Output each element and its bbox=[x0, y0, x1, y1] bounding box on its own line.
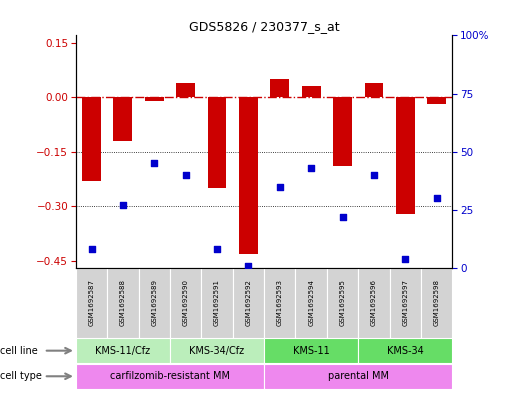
Text: GSM1692593: GSM1692593 bbox=[277, 279, 283, 327]
Text: GSM1692587: GSM1692587 bbox=[88, 279, 95, 327]
Bar bbox=[176, 83, 195, 97]
Bar bbox=[208, 97, 226, 188]
Bar bbox=[82, 97, 101, 181]
Point bbox=[276, 184, 284, 190]
Point bbox=[370, 172, 378, 178]
Bar bbox=[421, 268, 452, 338]
Bar bbox=[139, 268, 170, 338]
Bar bbox=[264, 364, 452, 389]
Point bbox=[307, 165, 315, 171]
Point bbox=[150, 160, 158, 167]
Text: GSM1692595: GSM1692595 bbox=[339, 279, 346, 327]
Bar bbox=[396, 97, 415, 213]
Point bbox=[119, 202, 127, 208]
Text: carfilzomib-resistant MM: carfilzomib-resistant MM bbox=[110, 371, 230, 381]
Text: GSM1692598: GSM1692598 bbox=[434, 279, 440, 327]
Bar bbox=[170, 268, 201, 338]
Title: GDS5826 / 230377_s_at: GDS5826 / 230377_s_at bbox=[189, 20, 339, 33]
Bar bbox=[76, 364, 264, 389]
Bar bbox=[113, 97, 132, 141]
Point bbox=[433, 195, 441, 201]
Bar bbox=[333, 97, 352, 166]
Bar bbox=[201, 268, 233, 338]
Text: KMS-34: KMS-34 bbox=[387, 346, 424, 356]
Text: GSM1692589: GSM1692589 bbox=[151, 279, 157, 327]
Text: GSM1692590: GSM1692590 bbox=[183, 279, 189, 327]
Bar bbox=[295, 268, 327, 338]
Text: parental MM: parental MM bbox=[328, 371, 389, 381]
Text: GSM1692588: GSM1692588 bbox=[120, 279, 126, 327]
Bar bbox=[264, 268, 295, 338]
Text: GSM1692591: GSM1692591 bbox=[214, 279, 220, 327]
Bar bbox=[302, 86, 321, 97]
Bar bbox=[107, 268, 139, 338]
Text: GSM1692596: GSM1692596 bbox=[371, 279, 377, 327]
Bar bbox=[76, 338, 170, 363]
Point bbox=[338, 214, 347, 220]
Point bbox=[401, 255, 410, 262]
Bar bbox=[264, 338, 358, 363]
Bar bbox=[390, 268, 421, 338]
Text: GSM1692592: GSM1692592 bbox=[245, 279, 252, 327]
Bar bbox=[170, 338, 264, 363]
Bar bbox=[427, 97, 446, 105]
Bar bbox=[358, 338, 452, 363]
Bar bbox=[270, 79, 289, 97]
Text: KMS-11/Cfz: KMS-11/Cfz bbox=[95, 346, 151, 356]
Text: GSM1692597: GSM1692597 bbox=[402, 279, 408, 327]
Bar bbox=[327, 268, 358, 338]
Text: cell line: cell line bbox=[0, 346, 38, 356]
Bar bbox=[145, 97, 164, 101]
Point bbox=[181, 172, 190, 178]
Bar bbox=[358, 268, 390, 338]
Point bbox=[213, 246, 221, 253]
Point bbox=[244, 263, 253, 269]
Bar bbox=[365, 83, 383, 97]
Text: KMS-34/Cfz: KMS-34/Cfz bbox=[189, 346, 245, 356]
Text: cell type: cell type bbox=[0, 371, 42, 381]
Text: GSM1692594: GSM1692594 bbox=[308, 279, 314, 327]
Text: KMS-11: KMS-11 bbox=[293, 346, 329, 356]
Bar bbox=[239, 97, 258, 253]
Bar bbox=[233, 268, 264, 338]
Point bbox=[87, 246, 96, 253]
Bar bbox=[76, 268, 107, 338]
